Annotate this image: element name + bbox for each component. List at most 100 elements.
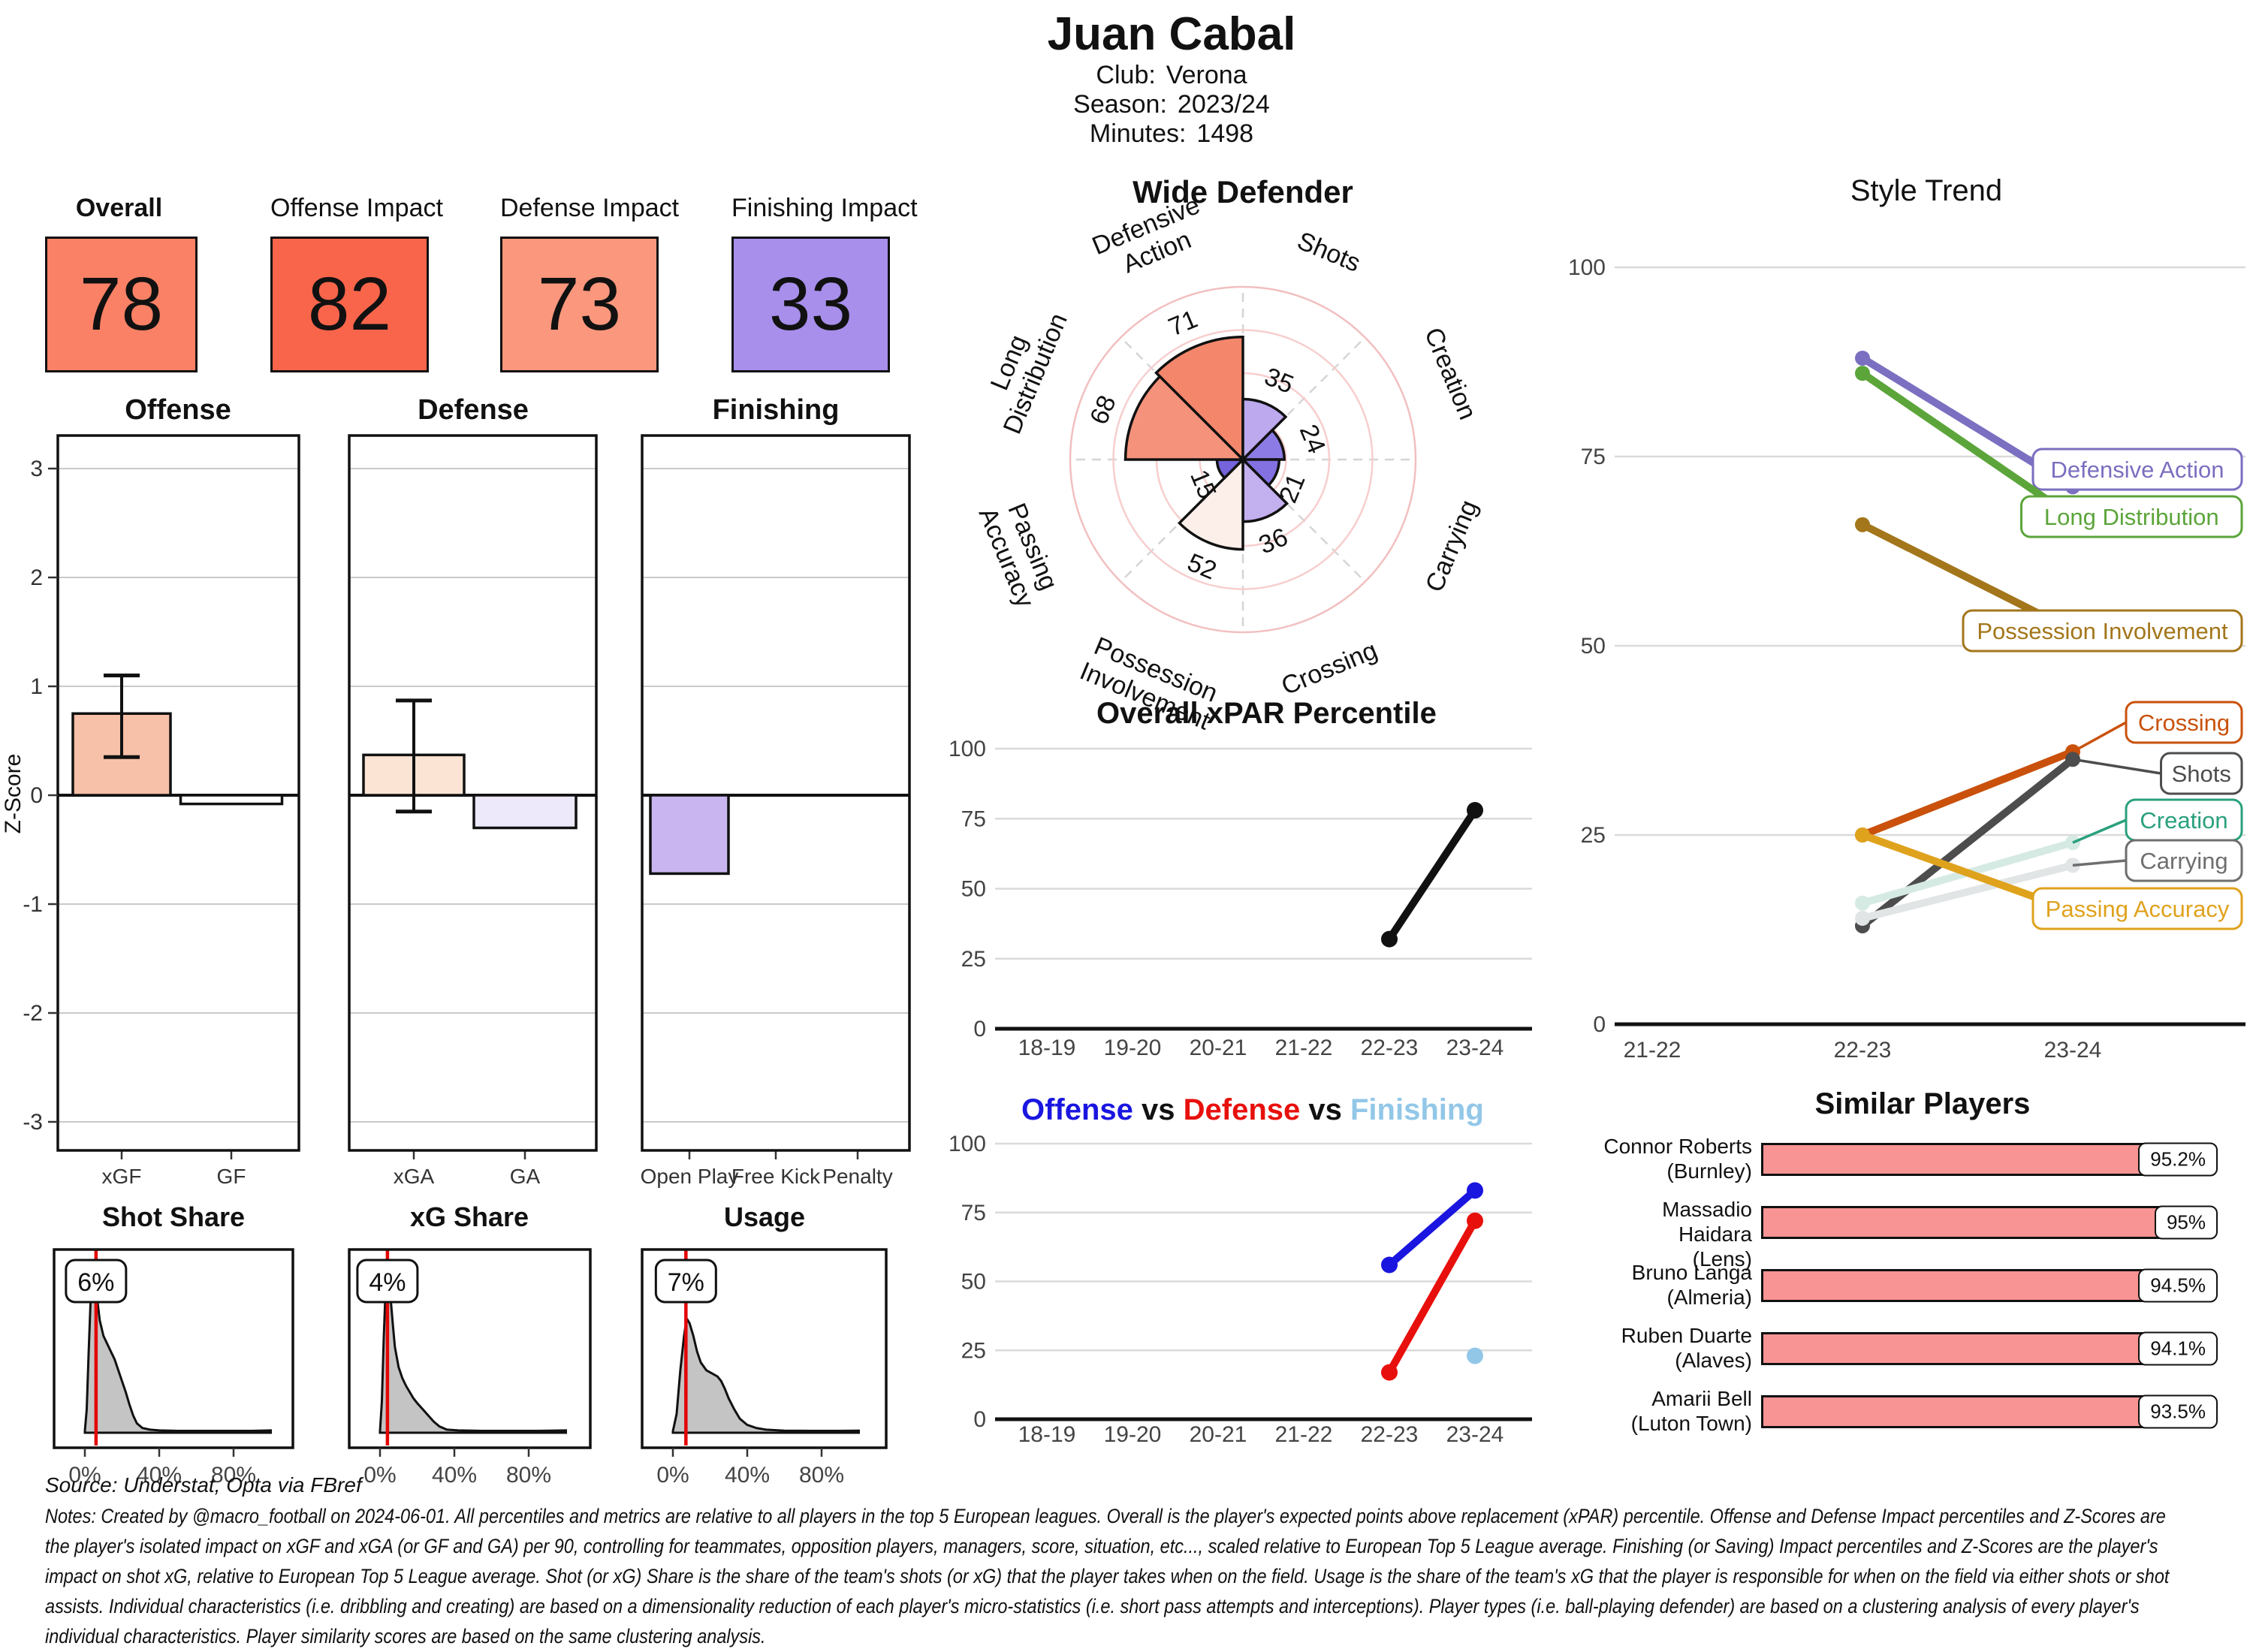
similarity-badge: 93.5% — [2138, 1394, 2218, 1429]
season-label: Season: — [1073, 90, 1167, 119]
trend-point-Offense — [1381, 1256, 1398, 1274]
svg-text:52: 52 — [1184, 548, 1220, 586]
svg-text:0%: 0% — [656, 1463, 689, 1488]
similar-players-chart: Connor Roberts (Burnley) 95.2% Massadio H… — [1588, 1128, 2253, 1451]
svg-text:100: 100 — [949, 737, 986, 761]
style-label-box-Crossing — [2125, 701, 2243, 744]
similar-player-name: Massadio Haidara (Lens) — [1662, 1198, 1752, 1271]
svg-text:Free Kick: Free Kick — [731, 1165, 821, 1188]
finishing-zscore-title: Finishing — [712, 394, 840, 426]
svg-text:-2: -2 — [23, 1001, 43, 1026]
svg-text:25: 25 — [1581, 823, 1606, 848]
svg-text:25: 25 — [961, 947, 986, 972]
offense-impact-box: 82 — [270, 237, 429, 372]
odf-title: Offense vs Defense vs Finishing — [1021, 1093, 1484, 1127]
defense-impact-label: Defense Impact — [500, 194, 680, 222]
svg-text:40%: 40% — [432, 1463, 477, 1488]
svg-text:xGF: xGF — [102, 1165, 142, 1188]
svg-text:50: 50 — [961, 1270, 986, 1295]
shot-share-title: Shot Share — [101, 1201, 246, 1232]
svg-text:75: 75 — [961, 806, 986, 831]
svg-text:4%: 4% — [369, 1268, 406, 1297]
svg-text:22-23: 22-23 — [1361, 1422, 1419, 1447]
finishing-impact-label: Finishing Impact — [731, 194, 918, 222]
svg-text:35: 35 — [1260, 362, 1297, 399]
odf-title-defense: Defense — [1183, 1093, 1301, 1126]
trend-line-Overall xPAR — [1386, 806, 1479, 943]
odf-title-offense: Offense — [1021, 1093, 1133, 1126]
usage-title: Usage — [723, 1201, 806, 1232]
similar-player-name: Amarii Bell (Luton Town) — [1630, 1387, 1752, 1435]
svg-text:20-21: 20-21 — [1190, 1422, 1247, 1447]
svg-text:1: 1 — [30, 674, 43, 699]
svg-text:40%: 40% — [137, 1463, 182, 1488]
style-label-box-Possession Involvement — [1962, 609, 2243, 653]
similarity-badge: 94.1% — [2138, 1331, 2218, 1366]
style-trend-chart: 0 25 50 75 100 21-22 22-23 23-24 Defensive Actio… — [1568, 255, 2245, 1063]
svg-text:Long Distribution: Long Distribution — [2044, 504, 2219, 530]
style-line-Shots — [1859, 755, 2077, 930]
defense-impact-box: 73 — [500, 237, 659, 372]
minutes-value: 1498 — [1196, 119, 1254, 148]
similar-player-row: Massadio Haidara (Lens) 95% — [1588, 1191, 2253, 1271]
overall-score-box: 78 — [45, 237, 198, 372]
odf-title-finishing: Finishing — [1350, 1093, 1484, 1126]
club-line: Club: Verona — [796, 61, 1547, 90]
value-badge-usage — [654, 1259, 717, 1304]
zscore-bar-GF — [179, 794, 284, 806]
offense-impact-label: Offense Impact — [270, 194, 443, 222]
svg-text:20-21: 20-21 — [1190, 1036, 1247, 1060]
svg-text:19-20: 19-20 — [1104, 1036, 1162, 1060]
svg-text:xGA: xGA — [394, 1165, 435, 1188]
svg-text:Shots: Shots — [2172, 761, 2231, 787]
svg-text:Shots: Shots — [1293, 227, 1365, 278]
xpar-trend-chart: 0 25 50 75 100 18-19 19-20 20-21 21-22 22-23 23-24 — [949, 737, 1532, 1060]
similarity-badge: 95% — [2154, 1205, 2218, 1240]
style-label-box-Passing Accuracy — [2031, 887, 2243, 930]
overall-label: Overall — [75, 194, 163, 222]
trend-point-Offense — [1467, 1182, 1483, 1199]
svg-text:0: 0 — [1593, 1012, 1606, 1037]
source-line: Source: Understat, Opta via FBref — [45, 1473, 362, 1497]
svg-text:100: 100 — [1568, 255, 1606, 280]
club-value: Verona — [1166, 61, 1247, 89]
svg-text:-1: -1 — [23, 892, 43, 917]
svg-text:19-20: 19-20 — [1104, 1422, 1162, 1447]
similar-player-name: Ruben Duarte (Alaves) — [1621, 1324, 1752, 1372]
style-line-Crossing — [1859, 748, 2077, 839]
svg-text:0: 0 — [973, 1407, 986, 1432]
trend-point-Overall xPAR — [1467, 802, 1483, 819]
xpar-title: Overall xPAR Percentile — [1096, 697, 1437, 730]
zscore-bar-GA — [472, 794, 578, 830]
trend-point-Finishing — [1467, 1347, 1483, 1364]
similar-player-row: Ruben Duarte (Alaves) 94.1% — [1588, 1317, 2253, 1380]
offense-zscore-title: Offense — [125, 394, 231, 426]
svg-text:-3: -3 — [23, 1110, 43, 1135]
svg-text:21-22: 21-22 — [1275, 1036, 1333, 1060]
svg-text:40%: 40% — [725, 1463, 770, 1488]
svg-text:80%: 80% — [799, 1463, 844, 1488]
similarity-bar: 93.5% — [1761, 1394, 2218, 1429]
similarity-bar: 94.5% — [1761, 1268, 2218, 1303]
value-badge-xg_share — [356, 1259, 419, 1304]
svg-text:71: 71 — [1165, 305, 1202, 342]
svg-text:22-23: 22-23 — [1361, 1036, 1419, 1060]
svg-text:68: 68 — [1084, 391, 1122, 428]
svg-text:0: 0 — [973, 1017, 986, 1042]
notes-line-1: Notes: Created by @macro_football on 202… — [45, 1505, 2166, 1527]
trend-point-Overall xPAR — [1381, 930, 1398, 948]
similarity-badge: 95.2% — [2138, 1142, 2218, 1177]
style-label-box-Long Distribution — [2020, 495, 2243, 538]
zscore-bar-Open Play — [649, 794, 730, 876]
svg-text:24: 24 — [1294, 421, 1332, 457]
similar-player-row: Amarii Bell (Luton Town) 93.5% — [1588, 1380, 2253, 1443]
xg-share-title: xG Share — [409, 1201, 529, 1232]
season-line: Season: 2023/24 — [796, 90, 1547, 119]
defense-zscore-title: Defense — [418, 394, 529, 426]
notes-line-4: assists. Individual characteristics (i.e… — [45, 1595, 2140, 1617]
svg-text:Passing Accuracy: Passing Accuracy — [2046, 896, 2230, 922]
odf-title-vs1: vs — [1133, 1093, 1184, 1126]
season-value: 2023/24 — [1177, 90, 1270, 119]
